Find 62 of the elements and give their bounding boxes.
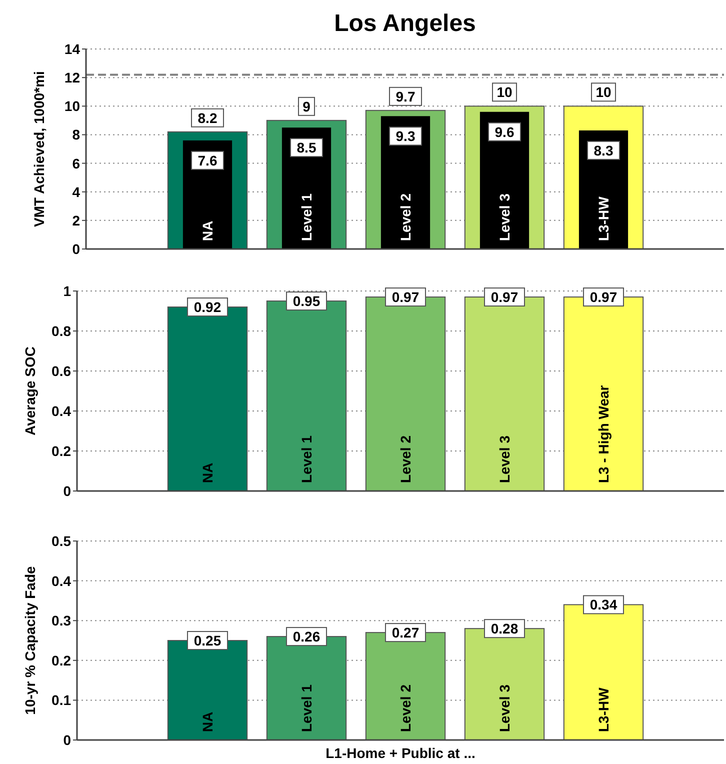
data-label: 0.34	[590, 596, 618, 613]
y-tick-label: 0.2	[52, 443, 72, 459]
x-tick-label: Level 2	[398, 193, 414, 241]
y-tick-label: 0.2	[52, 652, 72, 668]
y-tick-label: 10	[64, 98, 80, 114]
data-label: 9.3	[396, 128, 416, 144]
data-label: 10	[496, 84, 512, 100]
x-tick-label: NA	[200, 712, 216, 732]
x-tick-label: NA	[200, 220, 216, 241]
y-tick-label: 6	[72, 155, 80, 172]
y-tick-label: 0.3	[52, 612, 72, 629]
y-axis-title: VMT Achieved, 1000*mi	[31, 71, 47, 227]
data-label: 0.97	[490, 289, 518, 305]
y-tick-label: 2	[72, 212, 80, 228]
y-tick-label: 4	[72, 184, 80, 200]
x-tick-label: Level 1	[298, 435, 314, 483]
data-label: 10	[596, 84, 612, 100]
data-label: 0.92	[194, 299, 222, 315]
y-tick-label: 0.6	[52, 363, 72, 379]
y-tick-label: 0.4	[52, 572, 72, 589]
x-tick-label: L3 - High Wear	[596, 384, 612, 483]
data-label: 0.26	[292, 628, 320, 645]
bar	[480, 112, 530, 249]
x-tick-label: NA	[200, 462, 216, 483]
data-label: 9.7	[396, 88, 416, 104]
y-tick-label: 1	[63, 283, 72, 299]
y-tick-label: 0.5	[52, 533, 72, 549]
data-label: 0.97	[392, 289, 420, 305]
y-tick-label: 0.4	[52, 403, 72, 419]
x-tick-label: Level 3	[496, 684, 512, 732]
data-label: 0.97	[590, 289, 618, 305]
y-axis-title: 10-yr % Capacity Fade	[22, 566, 38, 715]
x-tick-label: Level 2	[398, 435, 414, 483]
data-label: 8.5	[296, 140, 316, 156]
data-label: 8.2	[198, 110, 218, 126]
y-tick-label: 0	[63, 483, 72, 499]
x-tick-label: Level 3	[496, 435, 512, 483]
data-label: 0.28	[490, 620, 518, 637]
y-tick-label: 0	[72, 241, 80, 257]
y-tick-label: 14	[64, 41, 80, 57]
y-tick-label: 0.1	[52, 692, 72, 708]
data-label: 0.25	[194, 632, 222, 648]
x-tick-label: Level 1	[298, 193, 314, 241]
data-label: 9	[302, 98, 311, 114]
data-label: 0.95	[292, 293, 320, 309]
y-tick-label: 8	[72, 126, 80, 143]
data-label: 0.27	[392, 624, 420, 641]
y-axis-title: Average SOC	[22, 346, 38, 436]
x-tick-label: L3-HW	[596, 196, 612, 241]
x-tick-label: Level 2	[398, 684, 414, 732]
y-tick-label: 12	[64, 70, 80, 86]
x-tick-label: L3-HW	[596, 686, 612, 732]
x-tick-label: Level 3	[496, 193, 512, 241]
data-label: 7.6	[198, 152, 218, 168]
data-label: 9.6	[494, 124, 514, 140]
chart-title: Los Angeles	[334, 10, 476, 37]
y-tick-label: 0.8	[52, 323, 72, 339]
data-label: 8.3	[594, 142, 614, 158]
x-axis-title: L1-Home + Public at ...	[326, 745, 476, 761]
y-tick-label: 0	[63, 732, 72, 748]
bar	[380, 116, 430, 249]
x-tick-label: Level 1	[298, 684, 314, 732]
